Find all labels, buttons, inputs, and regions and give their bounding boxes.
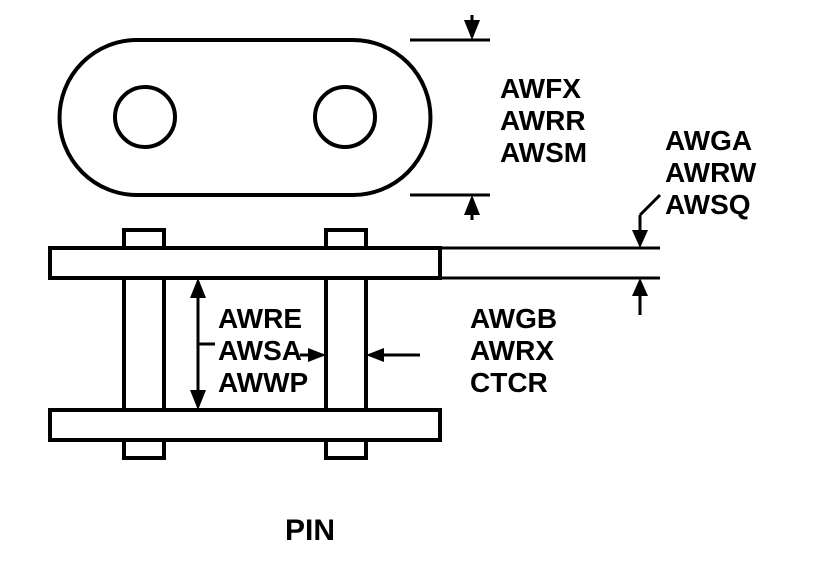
label-awrr: AWRR xyxy=(500,105,586,136)
label-awre: AWRE xyxy=(218,303,302,334)
dim-plate-height xyxy=(464,15,480,220)
link-hole-left xyxy=(115,87,175,147)
pin-body-right xyxy=(326,278,366,410)
label-awrx: AWRX xyxy=(470,335,554,366)
label-awsm: AWSM xyxy=(500,137,587,168)
pin-stub-top-right xyxy=(326,230,366,248)
side-plate-bottom xyxy=(50,410,440,440)
side-plate-top xyxy=(50,248,440,278)
label-awgb: AWGB xyxy=(470,303,557,334)
label-awfx: AWFX xyxy=(500,73,581,104)
label-awrw: AWRW xyxy=(665,157,757,188)
pin-diagram: AWFX AWRR AWSM AWRE AWSA AWWP xyxy=(0,0,826,573)
label-awwp: AWWP xyxy=(218,367,308,398)
label-ctcr: CTCR xyxy=(470,367,548,398)
pin-body-left xyxy=(124,278,164,410)
dim-inner-height xyxy=(190,278,215,410)
pin-stub-bottom-right xyxy=(326,440,366,458)
link-hole-right xyxy=(315,87,375,147)
diagram-title: PIN xyxy=(285,514,335,547)
pin-stub-top-left xyxy=(124,230,164,248)
label-awsa: AWSA xyxy=(218,335,302,366)
pin-stub-bottom-left xyxy=(124,440,164,458)
link-plate-top-view xyxy=(60,40,431,195)
label-awga: AWGA xyxy=(665,125,752,156)
label-awsq: AWSQ xyxy=(665,189,751,220)
